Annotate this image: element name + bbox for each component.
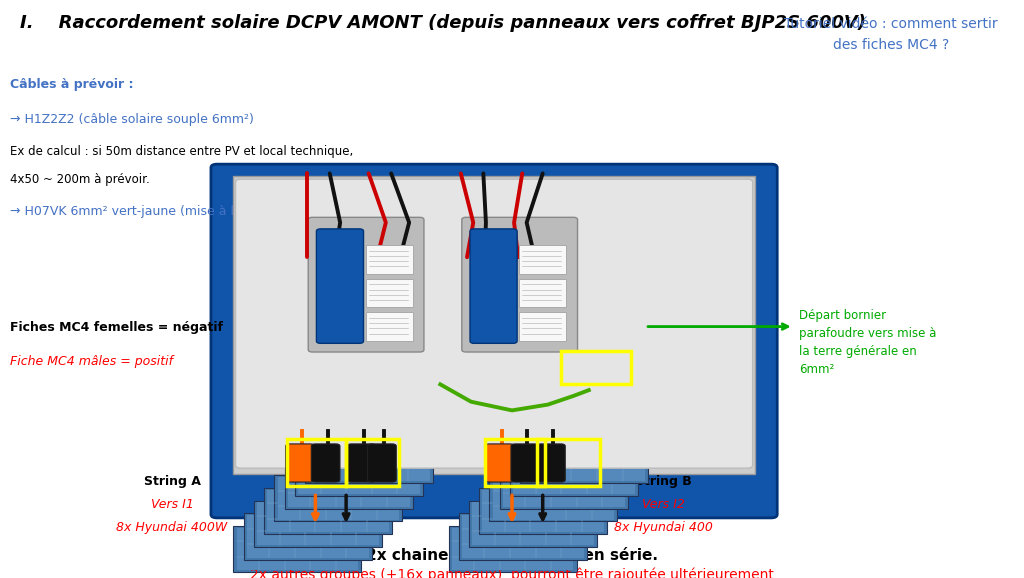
FancyBboxPatch shape xyxy=(368,444,396,482)
Bar xyxy=(482,490,604,532)
Bar xyxy=(513,451,635,494)
Bar xyxy=(237,528,358,570)
Text: Vers I2: Vers I2 xyxy=(642,498,685,511)
Text: Câbles à prévoir :: Câbles à prévoir : xyxy=(10,78,134,91)
Text: Vers I1: Vers I1 xyxy=(151,498,194,511)
Bar xyxy=(452,528,573,570)
Bar xyxy=(298,451,420,494)
FancyBboxPatch shape xyxy=(308,217,424,352)
Bar xyxy=(264,488,392,534)
Bar xyxy=(519,312,566,341)
Bar xyxy=(287,439,346,486)
FancyBboxPatch shape xyxy=(485,444,514,482)
Bar xyxy=(561,351,631,384)
Bar xyxy=(278,477,399,520)
Text: Fiches MC4 femelles = négatif: Fiches MC4 femelles = négatif xyxy=(10,321,223,334)
Bar xyxy=(500,462,628,509)
Bar xyxy=(366,245,413,274)
Text: Tutoriel vidéo : comment sertir
des fiches MC4 ?: Tutoriel vidéo : comment sertir des fich… xyxy=(784,17,997,52)
Text: → H07VK 6mm² vert-jaune (mise à la terre): → H07VK 6mm² vert-jaune (mise à la terre… xyxy=(10,205,281,218)
FancyBboxPatch shape xyxy=(316,229,364,343)
Bar xyxy=(346,439,399,486)
Bar xyxy=(267,490,389,532)
FancyBboxPatch shape xyxy=(470,229,517,343)
Bar xyxy=(366,312,413,341)
Bar xyxy=(469,501,597,547)
Text: 2x chaine de 8x modules en série.: 2x chaine de 8x modules en série. xyxy=(366,548,658,563)
Bar xyxy=(247,515,369,558)
FancyBboxPatch shape xyxy=(462,217,578,352)
Bar xyxy=(503,464,625,507)
Bar xyxy=(485,439,545,486)
Text: Fiche MC4 mâles = positif: Fiche MC4 mâles = positif xyxy=(10,355,173,368)
FancyBboxPatch shape xyxy=(286,444,314,482)
Bar xyxy=(233,176,755,474)
Bar xyxy=(295,450,423,496)
Text: 8x Hyundai 400W: 8x Hyundai 400W xyxy=(117,521,227,534)
Text: String A: String A xyxy=(143,475,201,488)
Bar xyxy=(472,502,594,545)
Text: I.    Raccordement solaire DCPV AMONT (depuis panneaux vers coffret BJP2S 600V): I. Raccordement solaire DCPV AMONT (depu… xyxy=(20,14,866,32)
Bar xyxy=(449,526,577,572)
FancyBboxPatch shape xyxy=(311,444,340,482)
Bar xyxy=(493,477,614,520)
Bar xyxy=(479,488,607,534)
Bar xyxy=(459,513,587,560)
Bar xyxy=(537,439,600,486)
Bar xyxy=(366,279,413,307)
Bar xyxy=(462,515,584,558)
FancyBboxPatch shape xyxy=(347,444,376,482)
Bar xyxy=(254,501,382,547)
FancyBboxPatch shape xyxy=(211,164,777,518)
Bar xyxy=(285,462,413,509)
Text: String B: String B xyxy=(635,475,692,488)
Bar xyxy=(520,437,648,483)
Bar xyxy=(244,513,372,560)
Bar xyxy=(308,439,430,481)
Bar xyxy=(510,450,638,496)
FancyBboxPatch shape xyxy=(511,444,540,482)
Bar xyxy=(274,475,402,521)
FancyBboxPatch shape xyxy=(537,444,565,482)
Bar xyxy=(257,502,379,545)
Text: 8x Hyundai 400: 8x Hyundai 400 xyxy=(614,521,713,534)
Bar xyxy=(489,475,617,521)
Text: Départ bornier
parafoudre vers mise à
la terre générale en
6mm²: Départ bornier parafoudre vers mise à la… xyxy=(799,309,936,376)
FancyBboxPatch shape xyxy=(236,179,753,468)
Bar xyxy=(523,439,645,481)
Text: 4x50 ~ 200m à prévoir.: 4x50 ~ 200m à prévoir. xyxy=(10,173,150,186)
Bar xyxy=(288,464,410,507)
Bar xyxy=(233,526,361,572)
Text: Ex de calcul : si 50m distance entre PV et local technique,: Ex de calcul : si 50m distance entre PV … xyxy=(10,144,353,157)
Text: 2x autres groupes (+16x panneaux)  pourront être rajoutée ultérieurement: 2x autres groupes (+16x panneaux) pourro… xyxy=(250,568,774,578)
Bar xyxy=(305,437,433,483)
Bar xyxy=(519,245,566,274)
Text: → H1Z2Z2 (câble solaire souple 6mm²): → H1Z2Z2 (câble solaire souple 6mm²) xyxy=(10,113,254,125)
Bar xyxy=(519,279,566,307)
